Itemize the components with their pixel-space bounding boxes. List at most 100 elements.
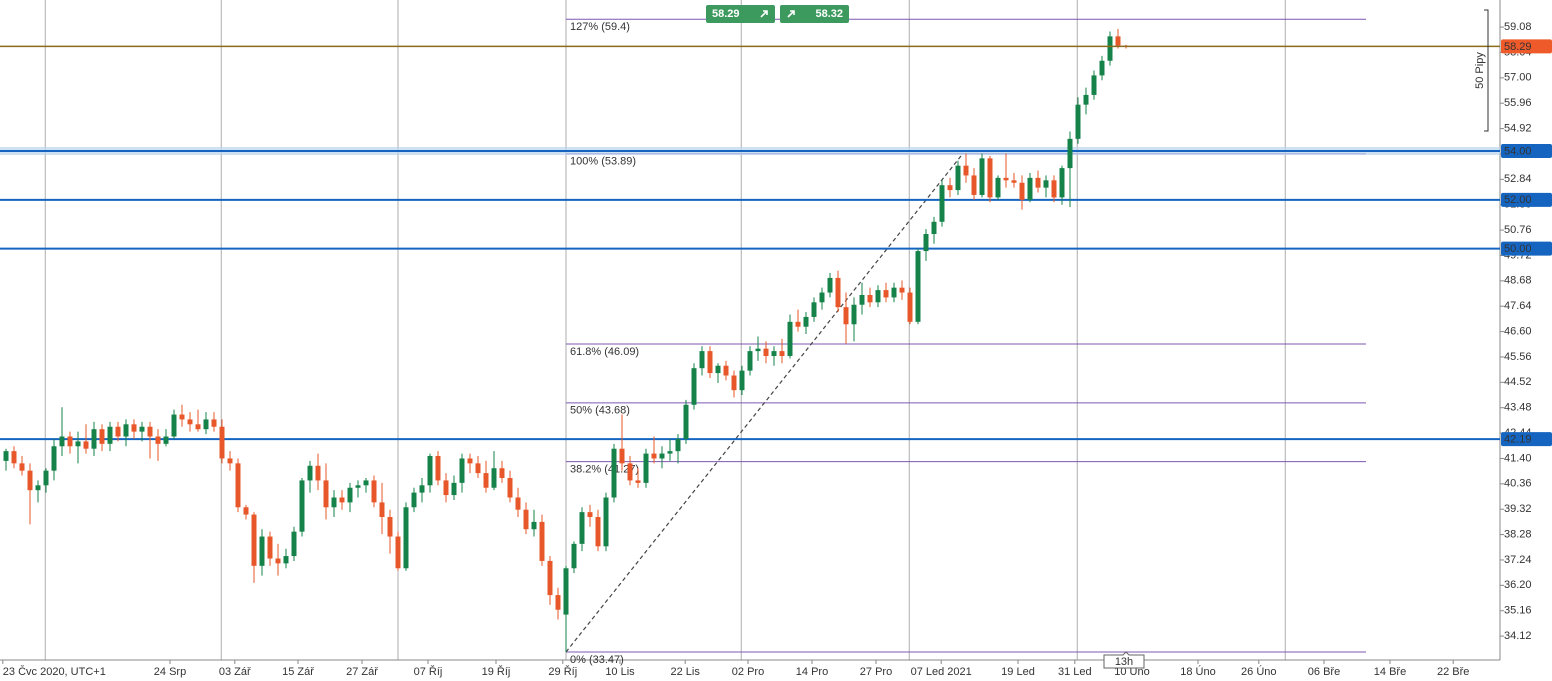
candle-body bbox=[731, 375, 737, 391]
x-tick-label: 14 Pro bbox=[796, 666, 828, 678]
candle-body bbox=[987, 158, 993, 198]
candle-body bbox=[387, 517, 393, 537]
candle-body bbox=[1027, 177, 1033, 200]
candle-body bbox=[579, 512, 585, 544]
candle-body bbox=[219, 426, 225, 459]
arrow-icon bbox=[787, 10, 795, 18]
candle-body bbox=[779, 351, 785, 356]
fib-label: 127% (59.4) bbox=[570, 21, 630, 33]
candle-body bbox=[155, 436, 161, 444]
candle-body bbox=[859, 294, 865, 305]
candle-body bbox=[259, 536, 265, 566]
candle-body bbox=[83, 441, 89, 449]
arrow-icon bbox=[760, 10, 768, 18]
level-badge bbox=[1501, 241, 1552, 256]
candle-body bbox=[811, 302, 817, 317]
candle-body bbox=[611, 448, 617, 498]
candle-body bbox=[227, 458, 233, 464]
candle-body bbox=[539, 521, 545, 561]
candle-body bbox=[91, 429, 97, 449]
fib-label: 0% (33.47) bbox=[570, 654, 624, 666]
candle-body bbox=[1075, 104, 1081, 139]
candle-body bbox=[1059, 168, 1065, 198]
candle-body bbox=[755, 348, 761, 352]
candle-body bbox=[243, 507, 249, 515]
candle-body bbox=[667, 451, 673, 454]
candle-body bbox=[707, 351, 713, 374]
candle-body bbox=[475, 463, 481, 474]
candle-body bbox=[747, 351, 753, 371]
y-tick-label: 36.20 bbox=[1504, 579, 1532, 591]
sell-button[interactable]: 58.29 bbox=[706, 5, 775, 23]
candle-body bbox=[979, 158, 985, 195]
candle-body bbox=[459, 458, 465, 483]
y-tick-label: 39.32 bbox=[1504, 503, 1532, 515]
buy-button[interactable]: 58.32 bbox=[780, 5, 849, 23]
x-tick-label: 26 Úno bbox=[1241, 665, 1276, 678]
x-tick-label: 07 Led 2021 bbox=[911, 666, 972, 678]
candle-body bbox=[507, 477, 513, 498]
y-tick-label: 34.12 bbox=[1504, 630, 1532, 642]
candle-body bbox=[371, 480, 377, 503]
ruler-bracket bbox=[1484, 9, 1489, 132]
candle-body bbox=[115, 426, 121, 437]
candle-body bbox=[35, 485, 41, 491]
candle-body bbox=[267, 536, 273, 559]
candle-body bbox=[963, 165, 969, 176]
y-tick-label: 37.24 bbox=[1504, 554, 1532, 566]
candle-body bbox=[851, 304, 857, 325]
candle-body bbox=[787, 321, 793, 356]
candle-body bbox=[571, 543, 577, 569]
fib-label: 61.8% (46.09) bbox=[570, 346, 639, 358]
candle-body bbox=[883, 290, 889, 298]
x-tick-label: 07 Říj bbox=[414, 665, 443, 678]
level-label: 54.00 bbox=[1504, 145, 1532, 157]
candle-body bbox=[843, 307, 849, 325]
bid-price: 58.29 bbox=[712, 8, 740, 20]
level-badge bbox=[1501, 432, 1552, 447]
candle-body bbox=[523, 509, 529, 530]
ask-price: 58.32 bbox=[815, 8, 843, 20]
y-tick-label: 55.96 bbox=[1504, 97, 1532, 109]
candle-body bbox=[1115, 36, 1121, 46]
candle-body bbox=[75, 441, 81, 447]
y-tick-label: 57.00 bbox=[1504, 72, 1532, 84]
candle-body bbox=[307, 465, 313, 481]
x-tick-label: 19 Led bbox=[1001, 666, 1035, 678]
candle-body bbox=[1003, 177, 1009, 181]
candle-body bbox=[971, 175, 977, 195]
candle-body bbox=[59, 436, 65, 447]
candle-body bbox=[379, 502, 385, 518]
candle-body bbox=[179, 414, 185, 420]
timer-box bbox=[1103, 651, 1145, 669]
candle-body bbox=[867, 294, 873, 303]
x-tick-label: 22 Lis bbox=[671, 666, 701, 678]
candle-body bbox=[499, 468, 505, 478]
candle-body bbox=[299, 480, 305, 532]
x-tick-label: 06 Bře bbox=[1308, 666, 1340, 678]
y-tick-label: 41.40 bbox=[1504, 452, 1532, 464]
x-tick-label: 23 Čvc 2020, UTC+1 bbox=[3, 665, 106, 678]
y-tick-label: 45.56 bbox=[1504, 351, 1532, 363]
candle-body bbox=[339, 497, 345, 503]
candle-body bbox=[1043, 180, 1049, 188]
y-tick-label: 47.64 bbox=[1504, 300, 1532, 312]
y-tick-label: 46.60 bbox=[1504, 325, 1532, 337]
candle-body bbox=[931, 221, 937, 234]
x-tick-label: 29 Říj bbox=[548, 665, 577, 678]
x-tick-label: 24 Srp bbox=[154, 666, 186, 678]
x-tick-label: 22 Bře bbox=[1437, 666, 1469, 678]
candle-body bbox=[763, 348, 769, 356]
level-label: 50.00 bbox=[1504, 243, 1532, 255]
candle-body bbox=[491, 468, 497, 488]
candle-body bbox=[923, 233, 929, 252]
fib-label: 50% (43.68) bbox=[570, 405, 630, 417]
candle-body bbox=[795, 321, 801, 327]
x-tick-label: 03 Zář bbox=[219, 666, 251, 678]
candle-body bbox=[411, 492, 417, 508]
candle-body bbox=[627, 463, 633, 481]
candle-body bbox=[123, 424, 129, 437]
candle-body bbox=[451, 482, 457, 496]
candle-body bbox=[27, 470, 33, 491]
